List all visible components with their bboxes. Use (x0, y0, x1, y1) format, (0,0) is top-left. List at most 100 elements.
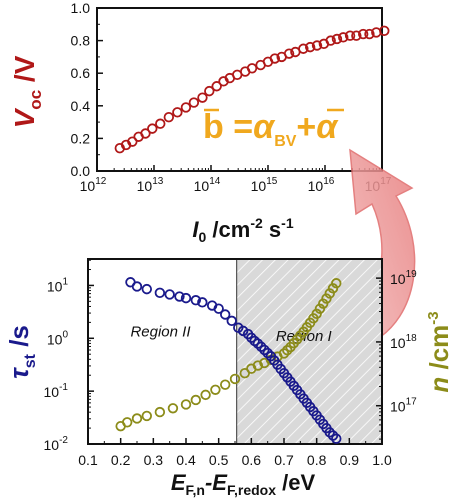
bottom-xlabel-sub: F,n (186, 482, 205, 498)
n-data-point (311, 308, 322, 320)
bottom-x-tick-label: 0.3 (144, 452, 164, 468)
top-data-point (246, 63, 258, 74)
n-data-point (282, 345, 293, 356)
top-data-point (351, 30, 362, 41)
n-data-point (324, 288, 335, 299)
top-xlabel-rest: /cm (206, 217, 250, 242)
top-y-tick-label: 0.2 (71, 130, 91, 146)
tau-data-point (174, 291, 185, 302)
top-data-point (269, 53, 281, 64)
bottom-left-tick-label: 10-1 (44, 382, 69, 400)
tau-data-point (180, 292, 192, 304)
n-label-sup: -3 (425, 311, 442, 324)
n-data-point (229, 373, 241, 385)
tau-data-point (324, 427, 335, 438)
n-series-points (115, 278, 342, 432)
tau-series-points (125, 277, 342, 444)
top-series-points (114, 25, 390, 154)
tau-data-point (259, 344, 270, 356)
top-x-tick-label: 1016 (308, 176, 335, 194)
tau-data-point (219, 309, 231, 320)
top-data-point (364, 28, 375, 40)
equation-plus: + (296, 108, 316, 146)
bottom-right-y-ticks: 1017 1018 1019 (376, 269, 417, 440)
n-data-point (278, 348, 290, 359)
tau-data-point (154, 287, 166, 299)
bottom-left-tick-label: 101 (47, 276, 69, 294)
top-data-point (331, 33, 343, 45)
top-data-point (172, 107, 183, 118)
bottom-left-tick-label: 10-2 (44, 435, 69, 453)
bottom-right-tick-label: 1019 (390, 269, 417, 287)
top-xlabel-rest2: s (263, 217, 281, 242)
bottom-x-tick-label: 1.0 (372, 452, 392, 468)
top-data-point (283, 48, 295, 59)
bottom-xlabel-main: E (171, 470, 187, 495)
top-data-point (357, 28, 369, 40)
bottom-x-tick-label: 0.7 (274, 452, 294, 468)
top-data-point (379, 25, 390, 37)
bottom-ylabel-right: n /cm-3 (424, 311, 454, 392)
bottom-panel: Region II Region I 0.1 0.2 0.3 0.4 0.5 0.6 0.7… (4, 258, 454, 498)
n-data-point (252, 360, 264, 371)
bottom-x-ticks: 0.1 0.2 0.3 0.4 0.5 0.6 0.7 0.8 0.9 1.0 (78, 438, 392, 468)
tau-label-main: τ (4, 367, 34, 379)
top-ylabel-sub: oc (26, 90, 45, 110)
top-x-tick-label: 1015 (251, 176, 278, 194)
top-data-point (140, 128, 151, 139)
bottom-xlabel-rest: /eV (276, 470, 315, 495)
n-data-point (180, 399, 192, 410)
bottom-x-tick-label: 0.8 (307, 452, 327, 468)
top-xlabel: I0 /cm-2 s-1 (192, 215, 293, 245)
bottom-xlabel: EF,n-EF,redox /eV (171, 470, 316, 498)
equation-text: b =αBV+α (203, 108, 339, 150)
equation-bv: BV (274, 133, 297, 150)
n-data-point (327, 283, 339, 294)
top-xlabel-sup: -2 (250, 215, 263, 231)
top-data-point (127, 136, 138, 147)
top-x-tick-label: 1014 (194, 176, 221, 194)
bottom-xlabel-sub2: F,redox (227, 482, 276, 498)
top-ylabel: Voc /V (9, 55, 45, 128)
n-data-point (141, 410, 153, 422)
region-i-shade (236, 259, 382, 444)
top-x-tick-label: 1012 (80, 176, 107, 194)
top-y-tick-label: 1.0 (71, 0, 91, 16)
top-data-point (211, 81, 222, 92)
tau-data-point (131, 281, 143, 292)
top-data-point (325, 35, 336, 46)
top-data-point (304, 41, 316, 53)
top-data-point (197, 92, 208, 103)
top-data-point (147, 123, 158, 134)
top-ylabel-rest: /V (9, 55, 40, 90)
n-data-point (321, 293, 332, 304)
top-data-point (338, 32, 349, 43)
top-x-ticks: 101210131014101510161017 (80, 165, 392, 194)
n-data-point (121, 417, 133, 428)
top-xlabel-sup2: -1 (281, 215, 294, 231)
bottom-right-tick-label: 1018 (390, 333, 417, 351)
top-data-point (180, 102, 192, 113)
tau-data-point (141, 283, 153, 295)
tau-data-point (246, 332, 257, 343)
tau-data-point (252, 338, 264, 349)
tau-data-point (255, 341, 267, 352)
bottom-left-tick-label: 100 (47, 329, 69, 347)
top-y-tick-label: 0.6 (71, 65, 91, 81)
n-data-point (314, 303, 326, 314)
n-label-rest: /cm (424, 325, 454, 377)
tau-data-point (164, 289, 175, 300)
equation-eq: = (224, 108, 253, 146)
tau-data-point (331, 433, 342, 444)
top-data-point (155, 118, 166, 129)
n-data-point (210, 384, 221, 395)
bottom-x-tick-label: 0.4 (176, 452, 196, 468)
top-data-point (163, 112, 175, 123)
top-y-tick-label: 0.8 (71, 33, 91, 49)
equation-alpha: α (253, 108, 276, 146)
top-plot-frame (96, 7, 383, 172)
equation-b: b (203, 108, 224, 146)
tau-data-point (213, 303, 224, 314)
top-data-point (298, 43, 309, 54)
